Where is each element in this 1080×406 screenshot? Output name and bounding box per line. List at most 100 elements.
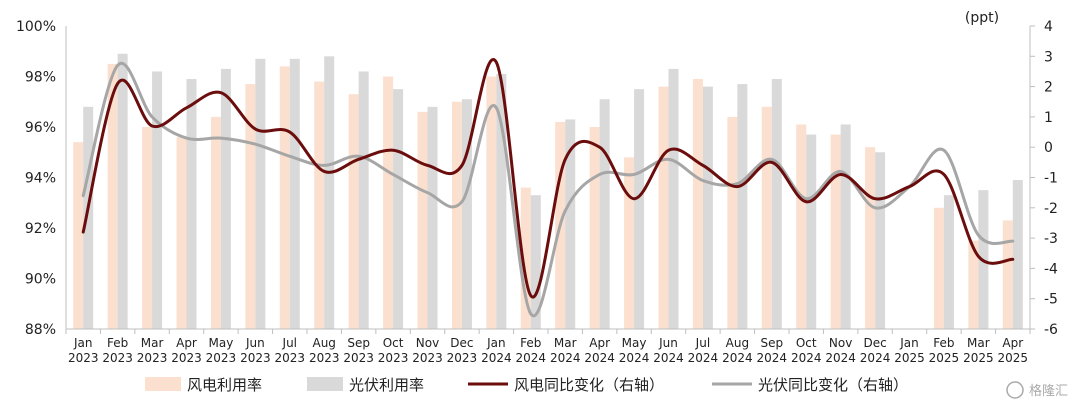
right-tick-label: -6 — [1044, 322, 1058, 338]
x-tick-month: Apr — [589, 336, 610, 350]
x-tick-month: Mar — [141, 336, 164, 350]
x-tick-month: Aug — [726, 336, 749, 350]
watermark-text: 格隆汇 — [1029, 383, 1068, 399]
x-tick-year: 2023 — [171, 351, 202, 365]
right-tick-label: 1 — [1044, 110, 1053, 126]
legend-wind-utilization: 风电利用率 — [145, 376, 262, 394]
bar-solar-17 — [668, 68, 679, 330]
right-tick-label: -4 — [1044, 261, 1058, 277]
x-tick-month: Oct — [796, 336, 817, 350]
bar-wind-3 — [176, 137, 187, 329]
right-axis-unit: (ppt) — [965, 10, 999, 26]
bar-wind-16 — [624, 157, 635, 329]
bar-wind-9 — [383, 76, 394, 329]
bar-solar-27 — [1012, 180, 1023, 329]
x-tick-year: 2023 — [102, 351, 133, 365]
x-tick-month: Jul — [282, 336, 297, 350]
bar-solar-19 — [737, 84, 748, 329]
bar-solar-20 — [771, 79, 782, 330]
legend-wind-utilization-label: 风电利用率 — [187, 376, 262, 394]
legend-solar-utilization-swatch — [307, 377, 343, 391]
x-tick-month: Feb — [107, 336, 128, 350]
bar-wind-26 — [968, 240, 979, 329]
bar-solar-23 — [875, 152, 886, 329]
x-tick-year: 2023 — [447, 351, 478, 365]
bar-solar-1 — [117, 53, 128, 330]
bar-solar-16 — [634, 89, 645, 329]
bar-wind-10 — [417, 111, 428, 329]
x-tick-month: Apr — [1002, 336, 1023, 350]
x-tick-year: 2024 — [481, 351, 512, 365]
x-tick-year: 2024 — [722, 351, 753, 365]
x-tick-year: 2024 — [653, 351, 684, 365]
x-tick-year: 2023 — [343, 351, 374, 365]
bar-solar-18 — [702, 86, 713, 329]
bar-solar-8 — [358, 71, 369, 329]
bar-wind-15 — [589, 127, 600, 329]
bar-wind-27 — [1002, 220, 1013, 329]
legend-solar-utilization: 光伏利用率 — [307, 376, 424, 394]
bar-solar-6 — [289, 58, 300, 329]
line-layer — [81, 58, 1015, 318]
x-tick-year: 2025 — [998, 351, 1029, 365]
bar-solar-9 — [393, 89, 404, 329]
wind-yoy-line — [81, 58, 1015, 299]
x-tick-year: 2023 — [378, 351, 409, 365]
bar-wind-0 — [73, 142, 84, 329]
x-tick-year: 2023 — [206, 351, 237, 365]
bar-wind-19 — [727, 116, 738, 330]
bar-layer — [73, 53, 1023, 330]
bar-solar-0 — [83, 106, 94, 329]
bar-solar-4 — [220, 68, 231, 330]
bar-wind-21 — [796, 124, 807, 329]
bar-solar-21 — [806, 134, 817, 329]
right-tick-label: -3 — [1044, 231, 1058, 247]
x-tick-month: Jun — [245, 336, 265, 350]
x-tick-year: 2024 — [619, 351, 650, 365]
x-tick-year: 2023 — [309, 351, 340, 365]
x-tick-month: Jan — [486, 336, 506, 350]
left-tick-label: 90% — [25, 272, 56, 288]
x-tick-year: 2023 — [240, 351, 271, 365]
x-tick-year: 2024 — [688, 351, 719, 365]
watermark-logo-icon — [1006, 381, 1024, 399]
bar-wind-11 — [451, 101, 462, 329]
x-tick-year: 2023 — [68, 351, 99, 365]
bar-wind-5 — [245, 84, 256, 329]
bar-solar-12 — [496, 73, 507, 329]
x-tick-month: Oct — [383, 336, 404, 350]
right-tick-label: 4 — [1044, 19, 1053, 35]
x-tick-month: Aug — [312, 336, 335, 350]
left-tick-label: 98% — [25, 70, 56, 86]
x-tick-month: Sep — [347, 336, 370, 350]
bar-wind-12 — [486, 76, 497, 329]
x-tick-month: Jul — [695, 336, 710, 350]
bar-solar-15 — [599, 99, 610, 329]
left-tick-label: 96% — [25, 120, 56, 136]
bar-solar-22 — [840, 124, 851, 329]
right-tick-label: 3 — [1044, 49, 1053, 65]
left-tick-label: 88% — [25, 322, 56, 338]
legend-solar-yoy: 光伏同比变化（右轴） — [712, 376, 908, 394]
x-tick-month: Nov — [829, 336, 852, 350]
bar-solar-13 — [530, 195, 541, 329]
x-tick-month: Dec — [863, 336, 886, 350]
x-tick-year: 2024 — [550, 351, 581, 365]
x-tick-month: Apr — [176, 336, 197, 350]
x-tick-year: 2024 — [516, 351, 547, 365]
legend-solar-yoy-label: 光伏同比变化（右轴） — [758, 376, 908, 394]
bar-solar-3 — [186, 79, 197, 330]
left-tick-label: 100% — [16, 19, 56, 35]
x-tick-year: 2025 — [963, 351, 994, 365]
x-tick-month: Mar — [554, 336, 577, 350]
bar-solar-11 — [461, 99, 472, 329]
x-tick-month: Nov — [416, 336, 439, 350]
legend-wind-yoy: 风电同比变化（右轴） — [468, 376, 664, 394]
bar-wind-25 — [933, 207, 944, 329]
bar-solar-10 — [427, 106, 438, 329]
bar-wind-8 — [348, 94, 359, 329]
x-tick-year: 2025 — [929, 351, 960, 365]
x-tick-month: Jan — [899, 336, 919, 350]
legend-wind-utilization-swatch — [145, 377, 181, 391]
